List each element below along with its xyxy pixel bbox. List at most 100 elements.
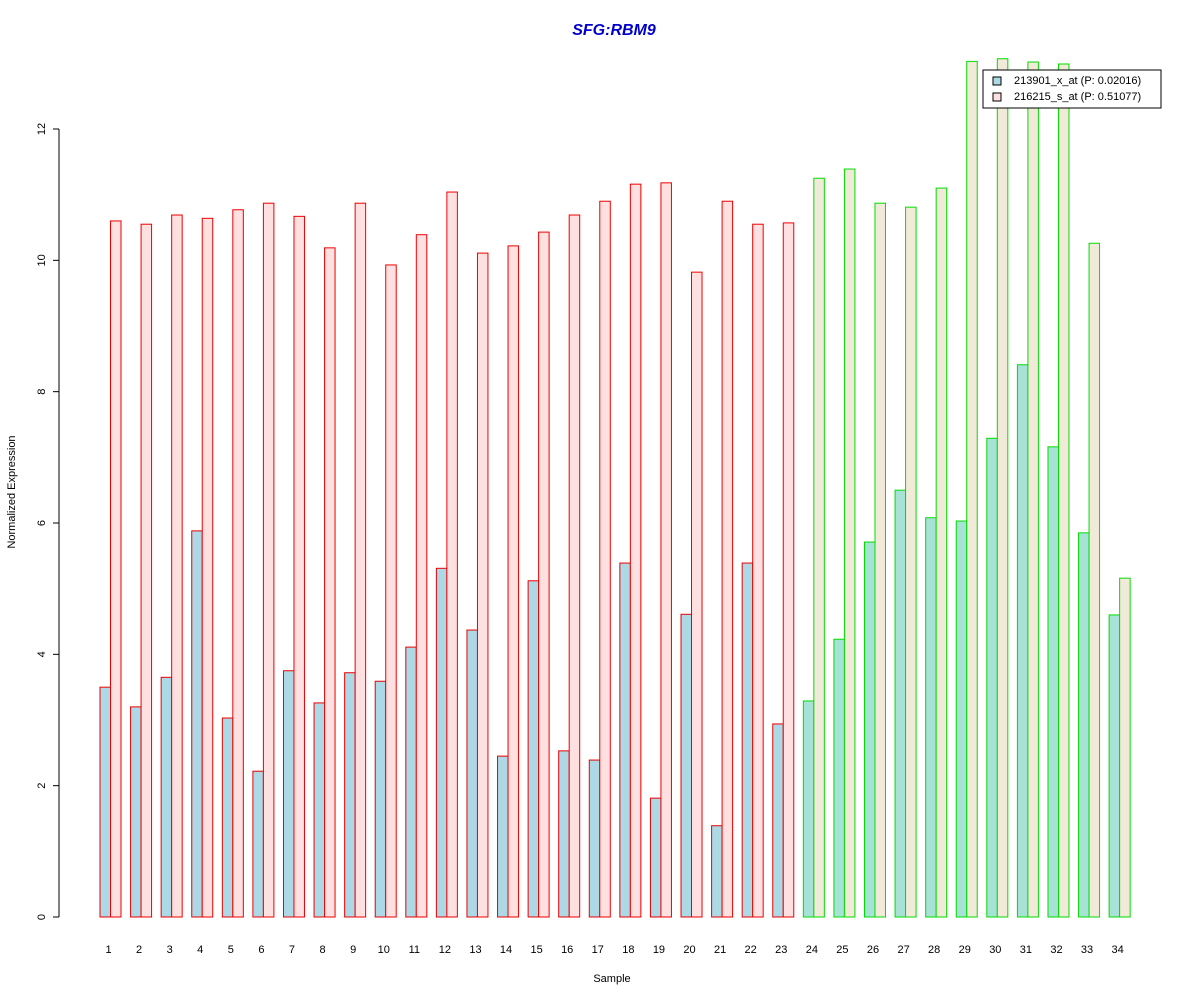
x-tick-label: 24 bbox=[806, 944, 818, 956]
x-tick-label: 21 bbox=[714, 944, 726, 956]
y-tick-label: 0 bbox=[36, 914, 48, 920]
x-tick-label: 11 bbox=[409, 944, 420, 956]
bar bbox=[110, 220, 122, 918]
x-tick-label: 22 bbox=[745, 944, 757, 956]
chart-title: SFG:RBM9 bbox=[572, 22, 656, 39]
y-tick-label: 4 bbox=[36, 651, 48, 657]
bar bbox=[527, 580, 540, 918]
bar bbox=[905, 206, 917, 918]
y-tick-label: 10 bbox=[36, 254, 48, 266]
bar bbox=[191, 530, 203, 918]
bar bbox=[1119, 577, 1131, 918]
bar bbox=[772, 723, 784, 918]
y-tick-label: 12 bbox=[36, 123, 48, 135]
x-tick-label: 20 bbox=[683, 944, 695, 956]
x-tick-label: 30 bbox=[989, 944, 1001, 956]
bar bbox=[476, 252, 489, 918]
x-tick-label: 31 bbox=[1020, 944, 1032, 956]
x-tick-label: 14 bbox=[500, 944, 512, 956]
x-tick-label: 15 bbox=[530, 944, 542, 956]
bar bbox=[894, 489, 907, 918]
bar bbox=[293, 215, 305, 918]
x-tick-label: 6 bbox=[258, 944, 264, 956]
bar bbox=[140, 223, 153, 918]
x-tick-label: 3 bbox=[167, 944, 173, 956]
bar bbox=[324, 247, 336, 918]
x-tick-label: 26 bbox=[867, 944, 879, 956]
x-tick-label: 5 bbox=[228, 944, 234, 956]
bar bbox=[966, 60, 978, 918]
bar bbox=[833, 638, 845, 918]
bar bbox=[802, 700, 815, 918]
bar bbox=[843, 168, 856, 918]
bar bbox=[446, 191, 458, 918]
bar bbox=[1027, 61, 1039, 918]
bar bbox=[874, 202, 886, 918]
bar bbox=[721, 200, 734, 918]
bar bbox=[691, 271, 703, 918]
bar bbox=[262, 202, 275, 918]
bar bbox=[588, 759, 601, 918]
x-tick-label: 16 bbox=[561, 944, 573, 956]
bar bbox=[221, 717, 234, 918]
bar bbox=[538, 231, 550, 918]
bar bbox=[568, 214, 581, 918]
bar bbox=[99, 686, 111, 918]
bar bbox=[599, 200, 611, 918]
bar bbox=[752, 223, 764, 918]
y-tick-label: 2 bbox=[36, 783, 48, 789]
bar bbox=[435, 567, 448, 918]
bar bbox=[354, 202, 367, 918]
bar bbox=[996, 58, 1009, 918]
x-tick-label: 33 bbox=[1081, 944, 1093, 956]
bar bbox=[130, 706, 142, 918]
x-tick-label: 34 bbox=[1112, 944, 1124, 956]
x-tick-label: 10 bbox=[378, 944, 390, 956]
bar bbox=[629, 183, 642, 918]
bar bbox=[558, 750, 570, 918]
x-tick-label: 8 bbox=[319, 944, 325, 956]
y-tick-label: 6 bbox=[36, 520, 48, 526]
x-tick-label: 7 bbox=[289, 944, 295, 956]
bar bbox=[282, 670, 295, 918]
legend-swatch bbox=[992, 92, 1002, 102]
bar bbox=[344, 672, 356, 918]
x-tick-label: 23 bbox=[775, 944, 787, 956]
legend-label: 216215_s_at (P: 0.51077) bbox=[1014, 91, 1141, 103]
bar bbox=[507, 245, 520, 918]
bar bbox=[201, 217, 214, 918]
bar bbox=[680, 613, 693, 918]
bar bbox=[232, 209, 244, 918]
bar bbox=[741, 562, 754, 918]
y-axis-label: Normalized Expression bbox=[6, 435, 18, 548]
bar bbox=[405, 646, 417, 918]
bar bbox=[782, 222, 795, 918]
bar bbox=[385, 264, 397, 918]
bar bbox=[955, 520, 968, 918]
bar bbox=[711, 825, 723, 918]
bar bbox=[466, 629, 478, 918]
bar bbox=[660, 182, 672, 918]
bar bbox=[864, 541, 876, 918]
bar bbox=[925, 517, 937, 918]
legend-box bbox=[982, 69, 1162, 109]
bar bbox=[313, 702, 326, 918]
x-tick-label: 1 bbox=[105, 944, 111, 956]
bar bbox=[986, 437, 998, 918]
bar bbox=[171, 214, 183, 918]
bar bbox=[813, 177, 825, 918]
x-tick-label: 32 bbox=[1050, 944, 1062, 956]
bar bbox=[252, 770, 264, 918]
bar bbox=[415, 234, 428, 918]
x-tick-label: 29 bbox=[959, 944, 971, 956]
bar bbox=[1088, 242, 1101, 918]
x-tick-label: 25 bbox=[836, 944, 848, 956]
bar bbox=[1057, 63, 1070, 918]
bar bbox=[1108, 614, 1121, 918]
bar bbox=[1016, 364, 1029, 918]
x-tick-label: 17 bbox=[592, 944, 604, 956]
x-tick-label: 4 bbox=[197, 944, 203, 956]
bar bbox=[1078, 532, 1090, 918]
bar bbox=[619, 562, 631, 918]
